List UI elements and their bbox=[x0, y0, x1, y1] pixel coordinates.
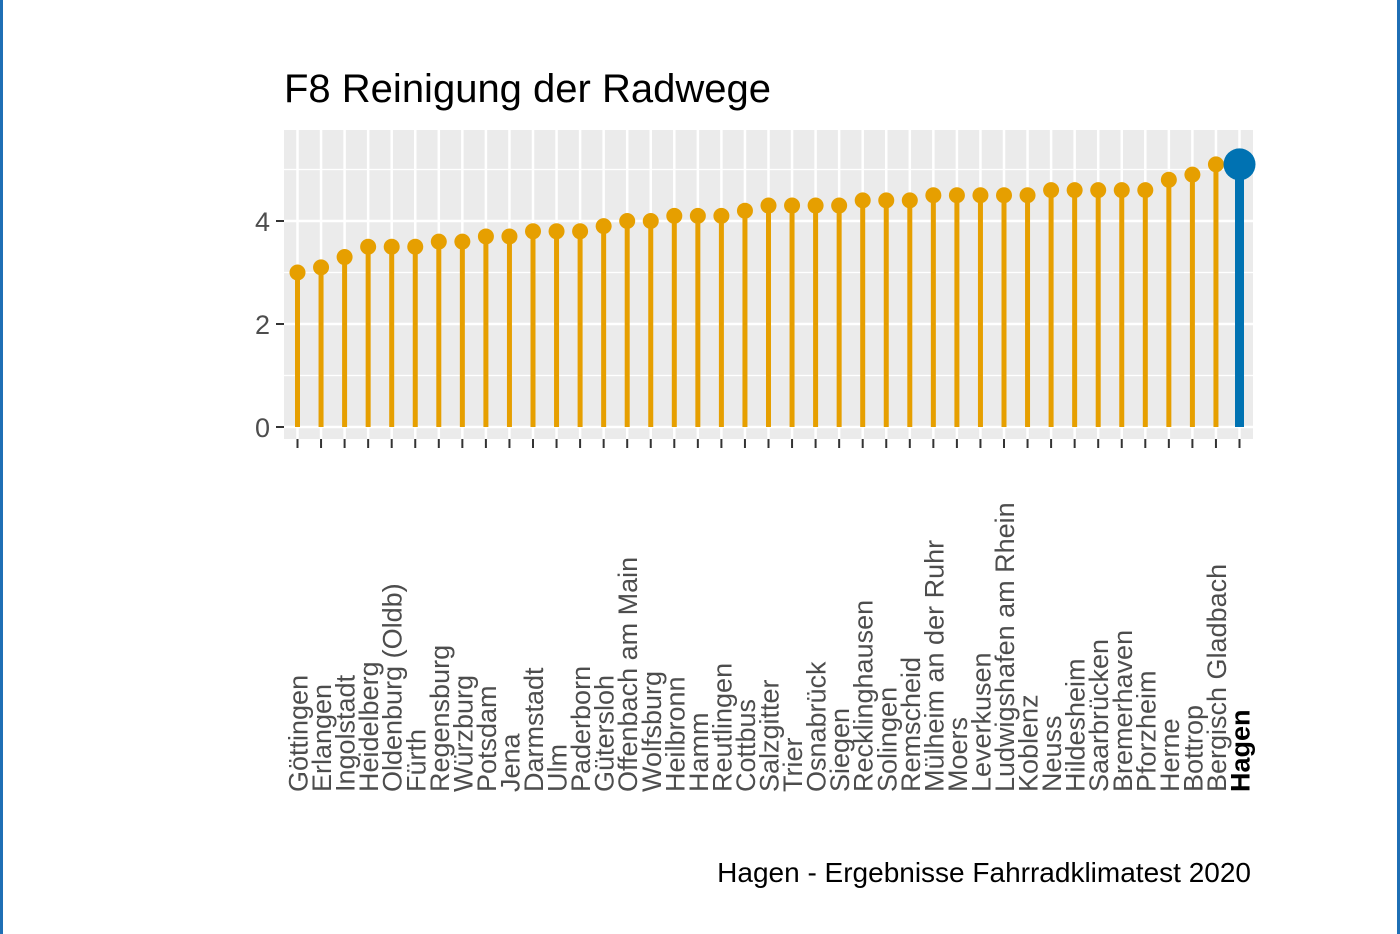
x-tick-label: Koblenz bbox=[1014, 694, 1044, 792]
lollipop-point bbox=[1207, 156, 1224, 173]
x-tick-label: Bergisch Gladbach bbox=[1202, 564, 1232, 792]
x-tick-label: Trier bbox=[778, 738, 808, 793]
lollipop-point bbox=[1019, 187, 1036, 204]
lollipop-point bbox=[854, 192, 871, 209]
lollipop-point bbox=[666, 207, 683, 224]
lollipop-point bbox=[1223, 148, 1256, 181]
x-tick-label: Regensburg bbox=[425, 645, 455, 792]
lollipop-point bbox=[1160, 171, 1177, 188]
x-tick-label: Moers bbox=[943, 717, 973, 792]
lollipop-point bbox=[477, 228, 494, 245]
lollipop-point bbox=[948, 187, 965, 204]
lollipop-point bbox=[784, 197, 801, 214]
x-tick-label: Jena bbox=[495, 732, 525, 792]
x-tick-label: Reutlingen bbox=[707, 663, 737, 792]
lollipop-marks bbox=[289, 148, 1256, 427]
x-tick-label: Fürth bbox=[401, 729, 431, 792]
x-tick-label: Wolfsburg bbox=[637, 671, 667, 792]
x-tick-label: Potsdam bbox=[472, 685, 502, 792]
y-tick-label: 4 bbox=[255, 207, 270, 237]
lollipop-point bbox=[1113, 182, 1130, 199]
lollipop-point bbox=[736, 202, 753, 219]
x-tick-label: Gütersloh bbox=[590, 675, 620, 792]
lollipop-point bbox=[430, 233, 447, 250]
x-tick-label: Ludwigshafen am Rhein bbox=[990, 502, 1020, 792]
x-tick-label: Ingolstadt bbox=[331, 674, 361, 792]
x-tick-label: Oldenburg (Oldb) bbox=[378, 583, 408, 792]
x-tick-label: Hamm bbox=[684, 713, 714, 793]
x-tick-label: Pforzheim bbox=[1131, 670, 1161, 792]
x-tick-label: Siegen bbox=[825, 708, 855, 792]
x-tick-label: Göttingen bbox=[284, 675, 314, 792]
x-tick-label: Paderborn bbox=[566, 666, 596, 792]
y-axis: 0 2 4 bbox=[255, 207, 284, 443]
lollipop-point bbox=[572, 223, 589, 240]
x-axis: GöttingenErlangenIngolstadtHeidelbergOld… bbox=[284, 439, 1256, 792]
lollipop-point bbox=[289, 264, 306, 281]
lollipop-point bbox=[360, 238, 377, 255]
x-tick-label: Osnabrück bbox=[802, 661, 832, 792]
x-tick-label: Remscheid bbox=[896, 657, 926, 792]
lollipop-point bbox=[831, 197, 848, 214]
x-tick-label: Leverkusen bbox=[966, 652, 996, 792]
x-tick-label: Mülheim an der Ruhr bbox=[919, 540, 949, 792]
x-tick-label: Offenbach am Main bbox=[613, 557, 643, 792]
lollipop-point bbox=[878, 192, 895, 209]
lollipop-point bbox=[525, 223, 541, 240]
lollipop-point bbox=[901, 192, 918, 209]
y-tick-label: 2 bbox=[255, 310, 270, 340]
lollipop-point bbox=[595, 218, 612, 235]
lollipop-point bbox=[313, 259, 330, 276]
lollipop-point bbox=[807, 197, 824, 214]
lollipop-point bbox=[501, 228, 518, 245]
x-tick-label: Cottbus bbox=[731, 699, 761, 792]
lollipop-point bbox=[689, 207, 706, 224]
x-tick-label: Würzburg bbox=[448, 675, 478, 792]
lollipop-point bbox=[1137, 182, 1154, 199]
y-tick-label: 0 bbox=[255, 413, 270, 443]
x-tick-label: Saarbrücken bbox=[1084, 639, 1114, 792]
x-tick-label: Neuss bbox=[1037, 715, 1067, 792]
lollipop-point bbox=[1066, 182, 1083, 199]
x-tick-label: Ulm bbox=[543, 744, 573, 792]
lollipop-point bbox=[713, 207, 730, 224]
x-tick-label: Bottrop bbox=[1178, 705, 1208, 792]
x-tick-label: Herne bbox=[1155, 718, 1185, 792]
x-tick-label: Recklinghausen bbox=[849, 600, 879, 792]
lollipop-point bbox=[454, 233, 471, 250]
lollipop-point bbox=[642, 213, 659, 229]
x-tick-label: Erlangen bbox=[307, 684, 337, 792]
x-tick-label: Heilbronn bbox=[660, 676, 690, 792]
x-tick-label: Salzgitter bbox=[755, 679, 785, 792]
lollipop-point bbox=[1184, 166, 1201, 183]
x-tick-label: Hagen bbox=[1226, 709, 1256, 792]
lollipop-point bbox=[760, 197, 777, 214]
lollipop-point bbox=[336, 249, 353, 266]
lollipop-point bbox=[619, 213, 636, 229]
x-tick-label: Bremerhaven bbox=[1108, 630, 1138, 792]
lollipop-chart: F8 Reinigung der Radwege 0 2 4 GöttingenEr… bbox=[255, 67, 1256, 888]
lollipop-point bbox=[407, 238, 424, 255]
x-tick-label: Heidelberg bbox=[354, 661, 384, 792]
lollipop-point bbox=[383, 238, 400, 255]
chart-title: F8 Reinigung der Radwege bbox=[284, 67, 771, 111]
x-tick-label: Solingen bbox=[872, 687, 902, 792]
lollipop-point bbox=[1090, 182, 1107, 199]
x-tick-label: Hildesheim bbox=[1061, 658, 1091, 792]
chart-caption: Hagen - Ergebnisse Fahrradklimatest 2020 bbox=[717, 857, 1251, 888]
lollipop-point bbox=[972, 187, 989, 204]
x-tick-label: Darmstadt bbox=[519, 667, 549, 792]
lollipop-point bbox=[1043, 182, 1060, 199]
lollipop-point bbox=[548, 223, 565, 240]
lollipop-point bbox=[925, 187, 942, 204]
lollipop-point bbox=[996, 187, 1012, 204]
